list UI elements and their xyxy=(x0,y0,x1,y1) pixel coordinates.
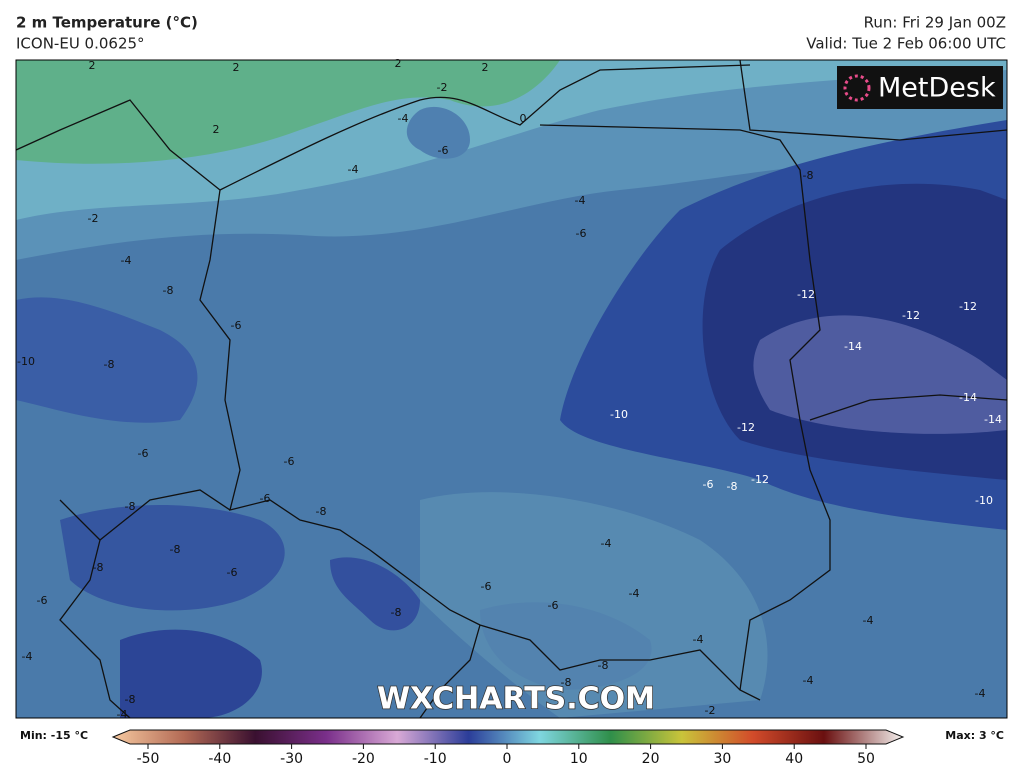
contour-label: -8 xyxy=(163,284,174,297)
colorbar-tick-label: 30 xyxy=(713,751,731,767)
subtitle: ICON-EU 0.0625° xyxy=(16,35,145,53)
contour-label: -8 xyxy=(598,659,609,672)
valid-time: Valid: Tue 2 Feb 06:00 UTC xyxy=(806,35,1006,53)
contour-label: -10 xyxy=(975,494,993,507)
max-label: Max: 3 °C xyxy=(945,729,1004,742)
contour-label: -8 xyxy=(727,480,738,493)
colorbar-tick-label: 10 xyxy=(570,751,588,767)
contour-label: -6 xyxy=(576,227,587,240)
contour-label: -2 xyxy=(705,704,716,717)
contour-label: -6 xyxy=(138,447,149,460)
contour-label: -8 xyxy=(803,169,814,182)
contour-label: -8 xyxy=(316,505,327,518)
contour-label: -6 xyxy=(548,599,559,612)
contour-label: 2 xyxy=(213,123,220,136)
contour-label: -4 xyxy=(121,254,132,267)
contour-label: -4 xyxy=(575,194,586,207)
contour-label: -14 xyxy=(844,340,862,353)
contour-label: -6 xyxy=(231,319,242,332)
logo-icon xyxy=(843,74,871,102)
colorbar-tick-label: -10 xyxy=(424,751,447,767)
contour-label: -8 xyxy=(170,543,181,556)
contour-label: 2 xyxy=(233,61,240,74)
contour-label: -4 xyxy=(629,587,640,600)
contour-label: -4 xyxy=(348,163,359,176)
colorbar-tick-label: -30 xyxy=(280,751,303,767)
contour-label: -6 xyxy=(37,594,48,607)
colorbar-tick-label: -50 xyxy=(137,751,160,767)
min-label: Min: -15 °C xyxy=(20,729,88,742)
contour-label: 2 xyxy=(482,61,489,74)
contour-label: -8 xyxy=(391,606,402,619)
contour-label: -12 xyxy=(902,309,920,322)
contour-label: -8 xyxy=(125,693,136,706)
contour-label: -6 xyxy=(438,144,449,157)
contour-label: -12 xyxy=(737,421,755,434)
contour-label: -4 xyxy=(693,633,704,646)
contour-label: -6 xyxy=(284,455,295,468)
contour-label: -6 xyxy=(227,566,238,579)
contour-label: -10 xyxy=(610,408,628,421)
logo: MetDesk xyxy=(878,73,996,104)
contour-label: -4 xyxy=(863,614,874,627)
contour-label: -12 xyxy=(797,288,815,301)
colorbar-tick-label: -20 xyxy=(352,751,375,767)
title: 2 m Temperature (°C) xyxy=(16,14,198,32)
contour-label: -4 xyxy=(117,708,128,721)
watermark: WXCHARTS.COM xyxy=(377,682,655,717)
contour-label: -10 xyxy=(17,355,35,368)
colorbar xyxy=(111,729,905,745)
contour-label: -4 xyxy=(975,687,986,700)
contour-label: -14 xyxy=(984,413,1002,426)
colorbar-tick-label: -40 xyxy=(208,751,231,767)
logo-box xyxy=(837,66,1003,109)
contour-label: -4 xyxy=(22,650,33,663)
contour-label: 2 xyxy=(395,57,402,70)
contour-label: -4 xyxy=(803,674,814,687)
colorbar-tick-label: 50 xyxy=(857,751,875,767)
contour-label: 2 xyxy=(89,59,96,72)
contour-label: -6 xyxy=(481,580,492,593)
map xyxy=(16,60,1007,718)
colorbar-tick-label: 20 xyxy=(642,751,660,767)
contour-label: -2 xyxy=(88,212,99,225)
contour-label: -6 xyxy=(260,492,271,505)
run-time: Run: Fri 29 Jan 00Z xyxy=(864,14,1006,32)
contour-label: -8 xyxy=(561,676,572,689)
contour-label: -2 xyxy=(437,81,448,94)
contour-label: -8 xyxy=(125,500,136,513)
contour-label: -6 xyxy=(703,478,714,491)
contour-label: 0 xyxy=(520,112,527,125)
map-frame xyxy=(15,59,1008,719)
contour-label: -14 xyxy=(959,391,977,404)
contour-label: -8 xyxy=(93,561,104,574)
contour-label: -8 xyxy=(104,358,115,371)
contour-label: -4 xyxy=(601,537,612,550)
colorbar-tick-label: 40 xyxy=(785,751,803,767)
contour-label: -4 xyxy=(398,112,409,125)
colorbar-tick-label: 0 xyxy=(503,751,512,767)
contour-label: -12 xyxy=(751,473,769,486)
contour-label: -12 xyxy=(959,300,977,313)
